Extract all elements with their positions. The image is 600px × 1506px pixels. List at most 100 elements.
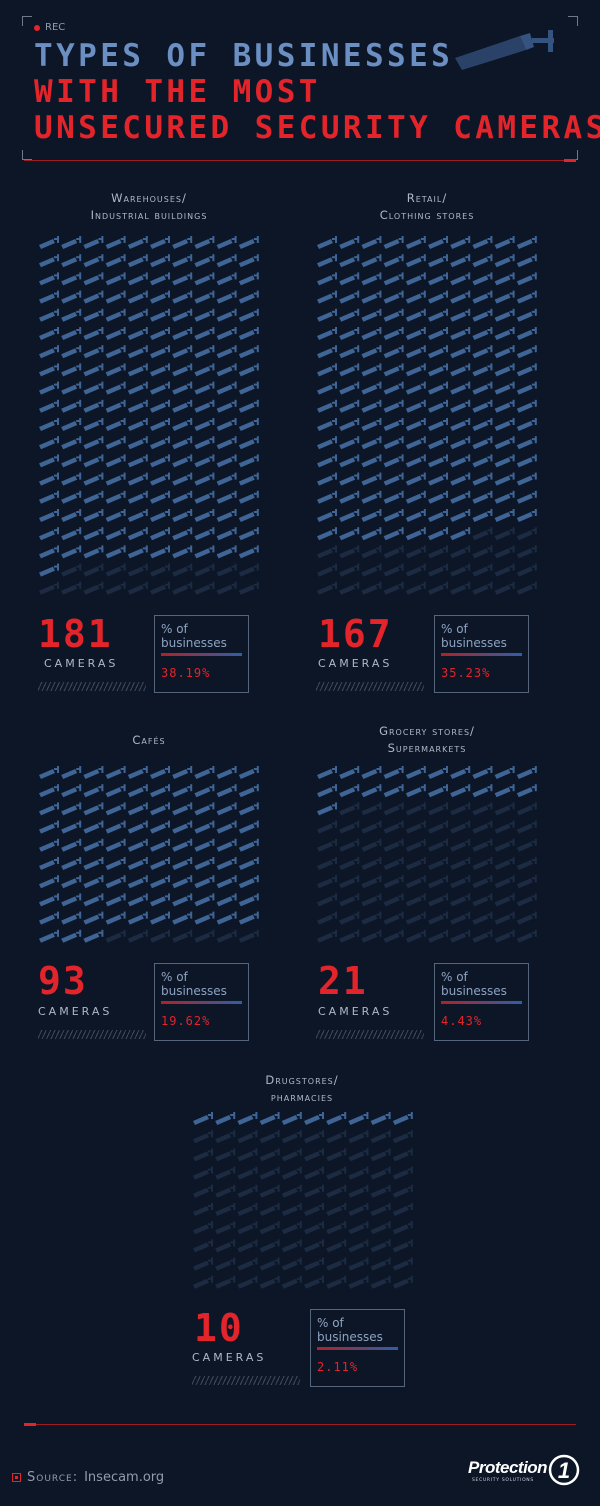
hatch-decoration <box>316 682 424 691</box>
camera-icon <box>428 911 448 925</box>
camera-icon <box>281 1221 302 1235</box>
camera-icon <box>450 472 471 486</box>
camera-icon <box>339 345 360 359</box>
hatch-decoration <box>192 1376 300 1385</box>
camera-icon <box>238 236 259 249</box>
camera-icon <box>39 454 59 468</box>
camera-icon <box>61 345 82 359</box>
camera-icon <box>516 838 537 852</box>
camera-icon <box>516 436 537 450</box>
camera-icon <box>150 363 170 377</box>
camera-icon <box>39 436 59 450</box>
camera-icon <box>370 1275 391 1289</box>
camera-icon <box>326 1166 347 1180</box>
camera-icon <box>472 857 493 870</box>
camera-icon <box>150 581 170 595</box>
camera-icon <box>39 363 59 377</box>
camera-icon <box>317 363 337 377</box>
camera-icon <box>516 454 537 468</box>
camera-icon <box>150 875 170 889</box>
percent-label-line2: businesses <box>161 984 227 998</box>
camera-icon <box>348 1203 369 1216</box>
camera-icon <box>61 875 82 889</box>
camera-icon <box>194 509 215 522</box>
camera-icon <box>39 820 59 834</box>
camera-icon <box>238 911 259 925</box>
percent-label-line1: % of <box>161 622 188 636</box>
camera-icon <box>472 563 493 577</box>
camera-icon <box>150 766 170 779</box>
camera-icon <box>326 1257 347 1271</box>
camera-icon <box>237 1221 258 1235</box>
camera-icon <box>370 1221 391 1235</box>
camera-icon <box>237 1184 258 1198</box>
camera-icon <box>238 545 259 559</box>
camera-icon <box>472 236 493 249</box>
camera-icon <box>317 236 337 249</box>
frame-corner-top-left <box>22 16 32 26</box>
camera-icon <box>216 254 237 268</box>
camera-icon <box>405 345 426 359</box>
camera-icon <box>516 929 537 943</box>
camera-icon <box>127 838 148 852</box>
rec-dot-icon <box>34 24 40 31</box>
category-title: Grocery stores/ Supermarkets <box>312 723 542 757</box>
camera-icon <box>339 290 360 304</box>
camera-icon <box>339 472 360 486</box>
camera-icon <box>339 490 360 504</box>
camera-icon <box>61 766 82 779</box>
camera-icon <box>83 581 104 595</box>
camera-icon <box>516 784 537 798</box>
source-marker-icon <box>12 1473 21 1482</box>
camera-icon <box>383 490 404 504</box>
camera-icon <box>238 436 259 450</box>
camera-icon <box>215 1203 236 1216</box>
cameras-label: CAMERAS <box>44 657 119 670</box>
camera-icon <box>150 820 170 834</box>
camera-icon <box>150 929 170 943</box>
camera-icon <box>105 581 126 595</box>
camera-icon <box>127 345 148 359</box>
camera-icon <box>39 418 59 431</box>
camera-icon <box>194 875 215 889</box>
camera-icon <box>326 1275 347 1289</box>
camera-icon <box>216 838 237 852</box>
camera-icon <box>172 527 193 541</box>
camera-icon <box>105 857 126 870</box>
camera-icon <box>216 436 237 450</box>
camera-icon <box>215 1166 236 1180</box>
camera-icon <box>127 563 148 577</box>
camera-icon <box>339 929 360 943</box>
camera-icon <box>194 784 215 798</box>
camera-icon <box>516 766 537 779</box>
camera-icon <box>516 308 537 322</box>
percent-label-line1: % of <box>317 1316 344 1330</box>
camera-icon <box>238 418 259 431</box>
camera-icon <box>237 1148 258 1162</box>
camera-icon <box>450 929 471 943</box>
camera-icon <box>193 1184 213 1198</box>
camera-icon <box>216 236 237 249</box>
camera-icon <box>237 1203 258 1216</box>
camera-icon <box>105 363 126 377</box>
camera-icon <box>304 1221 324 1235</box>
camera-icon <box>405 581 426 595</box>
camera-icon <box>472 454 493 468</box>
percent-bar <box>441 653 522 656</box>
camera-icon <box>105 545 126 559</box>
camera-icon <box>83 929 104 943</box>
camera-icon <box>194 363 215 377</box>
camera-icon <box>216 893 237 907</box>
camera-icon <box>259 1257 280 1271</box>
camera-icon <box>317 254 337 268</box>
camera-icon <box>193 1203 213 1216</box>
camera-icon <box>450 509 471 522</box>
camera-icon <box>105 272 126 286</box>
camera-icon <box>304 1239 324 1253</box>
camera-icon <box>494 472 515 486</box>
camera-icon <box>317 545 337 559</box>
camera-icon <box>39 875 59 889</box>
camera-icon <box>405 857 426 870</box>
camera-icon <box>61 290 82 304</box>
camera-icon <box>361 509 382 522</box>
